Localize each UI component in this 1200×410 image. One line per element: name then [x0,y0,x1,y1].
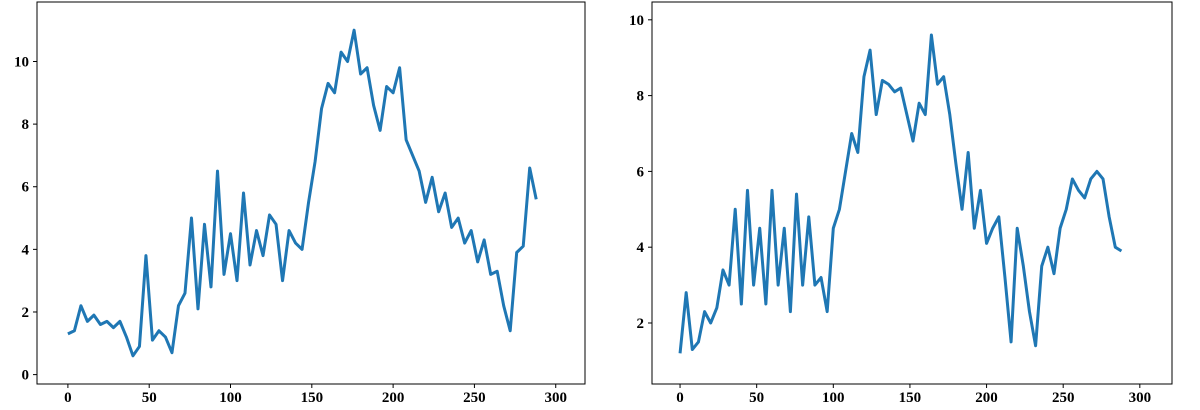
y-tick-label: 0 [22,368,30,384]
x-tick-label: 300 [1129,390,1152,406]
y-tick-label: 6 [22,180,30,196]
x-tick-label: 100 [822,390,845,406]
x-tick-label: 50 [142,390,157,406]
x-tick-label: 150 [899,390,922,406]
x-tick-label: 50 [749,390,764,406]
line-series [67,28,538,358]
y-tick-label: 8 [22,117,30,133]
y-tick-label: 6 [637,164,645,180]
y-tick-label: 2 [637,316,645,332]
x-tick-label: 300 [544,390,567,406]
x-tick-label: 100 [219,390,242,406]
plot-frame [651,1,1173,385]
y-tick-label: 4 [22,242,30,258]
plot-frame [36,1,586,385]
x-tick-label: 0 [64,390,72,406]
x-tick-label: 0 [676,390,684,406]
line-series [678,33,1123,354]
x-tick-label: 250 [1052,390,1075,406]
x-tick-label: 250 [463,390,486,406]
x-tick-label: 200 [382,390,405,406]
y-tick-label: 10 [629,13,644,29]
y-tick-label: 2 [22,305,30,321]
y-tick-label: 4 [637,240,645,256]
x-tick-label: 150 [301,390,324,406]
y-tick-label: 8 [637,89,645,105]
y-tick-label: 10 [14,54,29,70]
x-tick-label: 200 [975,390,998,406]
